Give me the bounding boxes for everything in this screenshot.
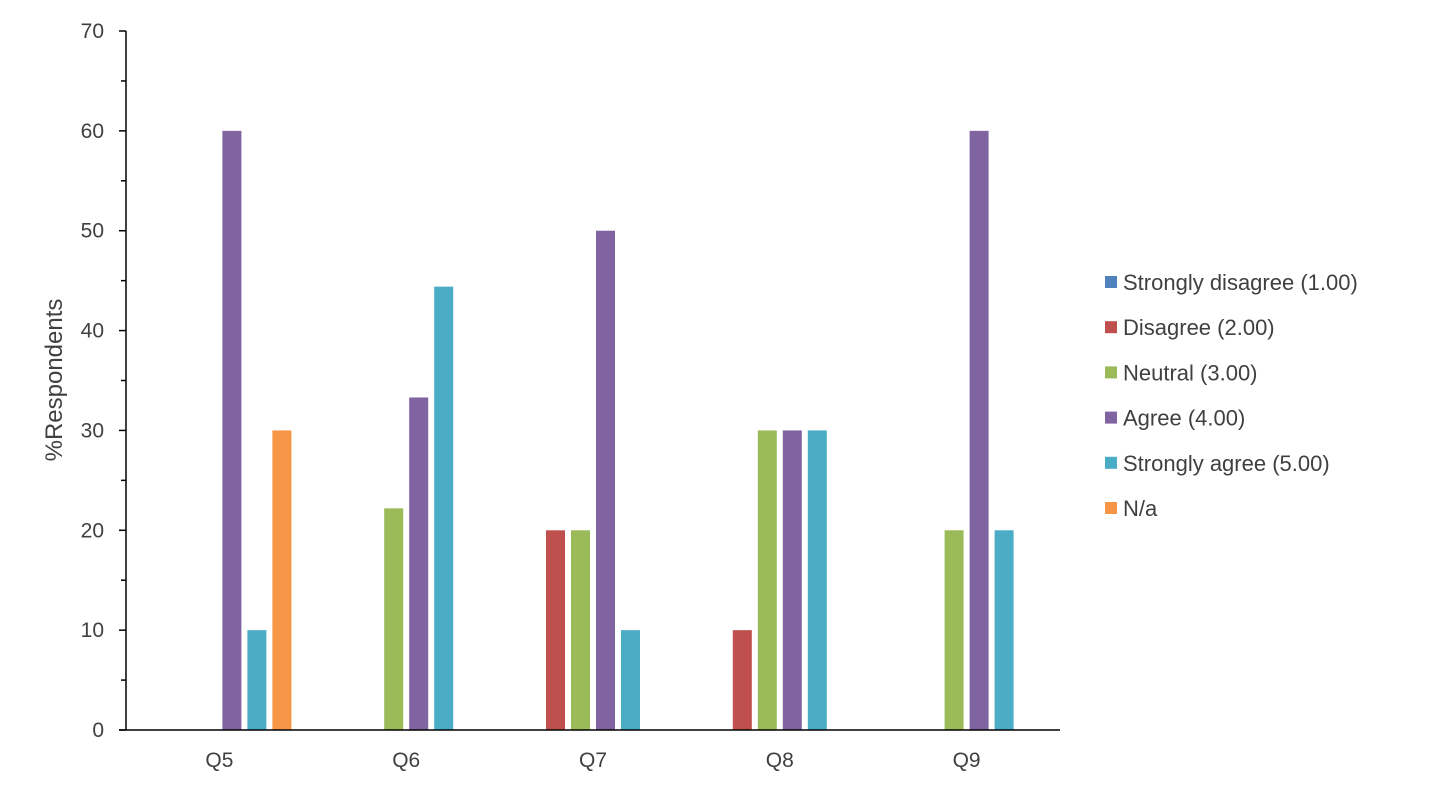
bar	[222, 130, 242, 730]
legend-label: Disagree (2.00)	[1123, 315, 1275, 340]
x-axis-labels: Q5 Q6 Q7 Q8 Q9	[205, 749, 980, 772]
legend-label: Strongly agree (5.00)	[1123, 451, 1330, 476]
bar	[384, 508, 404, 730]
y-tick-label: 30	[81, 419, 104, 442]
bar	[782, 430, 802, 730]
x-tick-label: Q9	[953, 749, 981, 772]
y-axis-title: %Respondents	[41, 299, 68, 462]
bar	[757, 430, 777, 730]
bar	[409, 397, 429, 730]
y-tick-label: 60	[81, 120, 104, 143]
bar	[247, 630, 267, 730]
x-tick-label: Q8	[766, 749, 794, 772]
legend-label: Agree (4.00)	[1123, 406, 1245, 431]
bar	[807, 430, 827, 730]
bar	[596, 230, 615, 730]
bar	[434, 286, 454, 730]
legend-label: Neutral (3.00)	[1123, 360, 1258, 385]
x-tick-label: Q6	[392, 749, 420, 772]
legend-label: N/a	[1123, 496, 1158, 521]
legend-swatch	[1105, 502, 1117, 514]
y-axis-ticks: 0 10 20 30 40 50 60 70	[81, 20, 126, 742]
y-tick-label: 70	[81, 20, 104, 43]
y-tick-label: 40	[81, 320, 104, 343]
y-tick-label: 20	[81, 519, 104, 542]
bar	[969, 130, 989, 730]
legend-swatch	[1105, 276, 1117, 288]
legend-swatch	[1105, 366, 1117, 379]
legend-swatch	[1105, 321, 1117, 334]
bar	[732, 630, 752, 730]
legend-swatch	[1105, 411, 1117, 424]
bar	[944, 530, 964, 730]
x-tick-label: Q7	[579, 749, 607, 772]
legend-label: Strongly disagree (1.00)	[1123, 270, 1358, 295]
bar	[994, 530, 1014, 730]
x-tick-label: Q5	[205, 749, 233, 772]
legend-swatch	[1105, 456, 1117, 469]
bar	[621, 630, 640, 730]
bar	[272, 430, 292, 730]
legend: Strongly disagree (1.00) Disagree (2.00) N…	[1105, 270, 1358, 521]
bar	[571, 530, 590, 730]
bar	[546, 530, 565, 730]
y-tick-label: 50	[81, 220, 104, 243]
y-tick-label: 10	[81, 619, 104, 642]
bars	[222, 130, 1014, 730]
y-tick-label: 0	[92, 719, 104, 742]
